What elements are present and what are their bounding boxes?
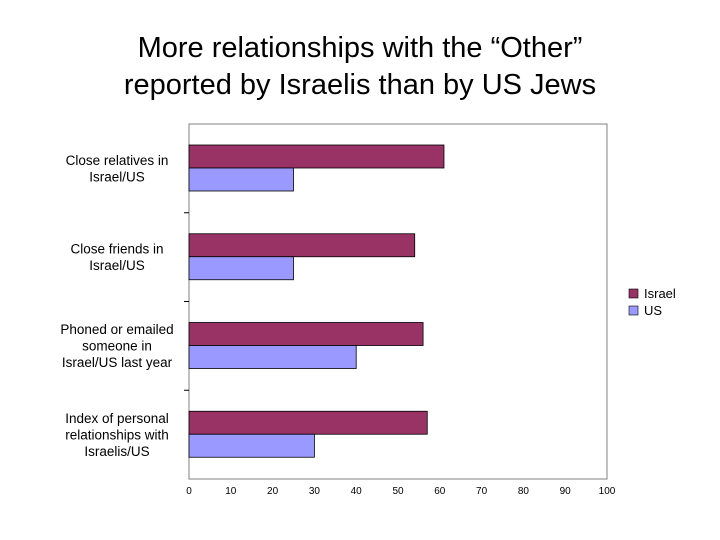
x-axis: 0 10 20 30 40 50 60 70 80 90 100 (186, 486, 616, 497)
x-tick-label: 20 (267, 486, 279, 497)
chart-title-line-2: reported by Israelis than by US Jews (123, 69, 597, 101)
chart-title-line-1: More relationships with the “Other” (137, 32, 583, 64)
x-tick-label: 100 (599, 486, 616, 497)
x-tick-label: 90 (560, 486, 572, 497)
x-tick-label: 70 (476, 486, 488, 497)
legend-label-us: US (644, 303, 662, 318)
bar-us-2 (188, 345, 357, 369)
category-label: Close relatives in Israel/US (66, 153, 169, 185)
bar-israel-3 (188, 410, 428, 435)
legend-swatch-israel (628, 288, 639, 299)
x-tick-label: 80 (518, 486, 530, 497)
bar-us-1 (188, 256, 294, 281)
bar-us-0 (188, 167, 294, 192)
x-tick-label: 0 (186, 486, 192, 497)
x-tick-label: 60 (434, 486, 446, 497)
category-label: Index of personal relationships with Israe… (65, 411, 169, 459)
legend-label-israel: Israel (644, 286, 676, 301)
bar-israel-1 (188, 233, 416, 258)
legend-swatch-us (628, 305, 639, 316)
bar-israel-2 (188, 322, 424, 346)
x-tick-label: 40 (351, 486, 363, 497)
category-labels: Close relatives in Israel/US Close friends… (60, 153, 189, 459)
bar-israel-0 (188, 144, 445, 169)
legend: Israel US (628, 286, 676, 318)
x-tick-label: 30 (309, 486, 321, 497)
category-label: Close friends in Israel/US (70, 242, 163, 274)
bar-us-3 (188, 433, 315, 458)
chart-title: More relationships with the “Other” repo… (0, 30, 720, 104)
bars-group (188, 144, 445, 458)
category-label: Phoned or emailed someone in Israel/US las… (60, 322, 173, 370)
x-tick-label: 50 (392, 486, 404, 497)
x-tick-label: 10 (225, 486, 237, 497)
